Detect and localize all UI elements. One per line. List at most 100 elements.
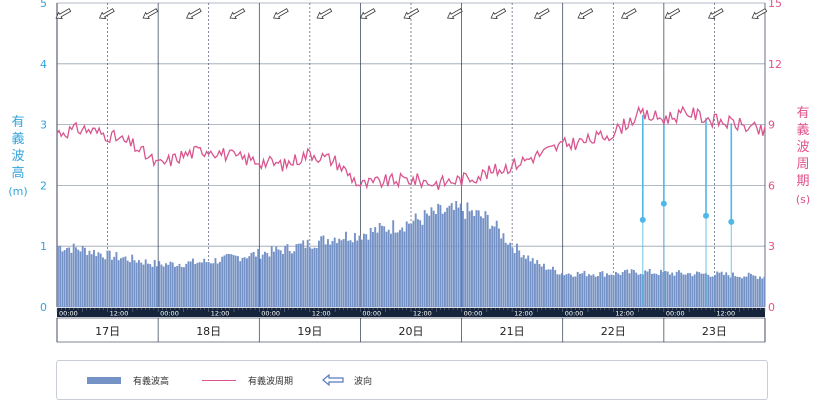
wave-height-bar	[583, 270, 586, 307]
wave-height-bar	[543, 263, 545, 307]
wave-height-bar	[552, 266, 554, 307]
legend-bar-swatch	[87, 376, 121, 384]
direction-arrow-shape	[185, 8, 202, 19]
wave-height-bar	[372, 231, 374, 307]
wave-height-bar	[408, 223, 410, 307]
wave-height-bar	[151, 266, 154, 307]
left-tick-label: 1	[40, 240, 47, 253]
wave-height-bar	[700, 273, 703, 307]
wave-height-bar	[174, 266, 176, 307]
wave-height-bar	[763, 276, 766, 307]
wave-height-bar	[77, 249, 80, 307]
day-label: 22日	[601, 325, 626, 338]
wave-height-bar	[153, 259, 156, 307]
wave-height-bar	[228, 253, 230, 307]
wave-height-bar	[216, 263, 219, 307]
legend-label: 波向	[354, 376, 373, 387]
wave-height-bar	[207, 262, 210, 307]
wave-height-bar	[570, 274, 572, 307]
wave-height-bar	[230, 254, 233, 307]
wave-height-bar	[108, 250, 111, 307]
wave-height-bar	[237, 256, 239, 307]
day-label: 18日	[196, 325, 221, 338]
wave-height-bar	[336, 243, 338, 307]
wave-height-bar	[462, 211, 464, 307]
wave-height-bar	[491, 225, 494, 307]
wave-height-bar	[347, 240, 350, 307]
wave-height-bar	[601, 271, 604, 307]
wave-height-bar	[441, 213, 444, 307]
wave-height-bar	[212, 263, 215, 307]
wave-height-bar	[360, 239, 363, 307]
direction-arrow-icon	[185, 8, 202, 19]
wave-height-bar	[527, 255, 530, 307]
wave-height-bar	[671, 272, 674, 307]
direction-arrow-shape	[751, 8, 768, 19]
wave-height-bar	[338, 238, 341, 307]
left-axis-title-char: 波	[11, 149, 24, 164]
direction-arrow-icon	[707, 8, 724, 19]
legend-label: 有義波周期	[248, 376, 294, 387]
wave-height-bar	[657, 275, 660, 307]
wave-height-bar	[723, 274, 725, 307]
wave-height-bar	[637, 274, 640, 307]
time-tick-label: 12:00	[615, 310, 634, 318]
wave-height-bar	[693, 274, 696, 307]
wave-height-bar	[167, 264, 170, 307]
wave-height-bar	[689, 273, 692, 307]
wave-height-bar	[561, 273, 563, 307]
wave-height-bar	[266, 252, 269, 307]
wave-height-bar	[277, 249, 280, 307]
wave-height-bar	[255, 256, 257, 307]
right-axis-title-char: 有	[796, 106, 809, 121]
wave-height-bar	[457, 207, 460, 307]
wave-height-bar	[466, 202, 469, 307]
wave-height-bar	[331, 241, 334, 307]
left-axis-title-char: 義	[11, 131, 24, 147]
left-tick-label: 2	[40, 179, 47, 192]
direction-arrow-shape	[98, 8, 115, 19]
line-layer	[56, 105, 766, 190]
wave-height-bar	[606, 273, 608, 307]
direction-arrow-icon	[98, 8, 115, 19]
wave-height-bar	[475, 210, 478, 307]
wave-height-bar	[750, 273, 752, 307]
wave-height-bar	[324, 244, 327, 307]
wave-height-bar	[162, 266, 165, 307]
wave-height-bar	[660, 269, 662, 307]
axis-layer: 00:00 12:00 00:00 12:00 00:00 12:00 00:00 12:00…	[8, 0, 810, 343]
wave-height-bar	[374, 227, 377, 307]
wave-height-bar	[529, 261, 532, 307]
wave-height-bar	[419, 220, 422, 307]
wave-height-bar	[144, 259, 147, 307]
wave-height-bar	[626, 269, 629, 307]
left-axis-title-char: 高	[11, 165, 24, 181]
right-tick-label: 6	[768, 179, 775, 192]
wave-height-bar	[597, 276, 599, 307]
legend-item-wave-height: 有義波高	[87, 361, 169, 399]
wave-height-bar	[507, 244, 509, 307]
wave-height-bar	[563, 275, 566, 307]
wave-height-bar	[194, 264, 197, 307]
wave-height-bar	[430, 207, 433, 307]
wave-height-bar	[538, 263, 541, 307]
wave-height-bar	[221, 256, 224, 307]
legend: 有義波高 有義波周期 波向	[56, 360, 768, 400]
direction-arrow-shape	[490, 8, 507, 19]
direction-arrow-icon	[751, 8, 768, 19]
wave-height-bar	[759, 276, 761, 307]
wave-height-bar	[644, 270, 647, 307]
wave-height-bar	[300, 243, 302, 307]
wave-height-bar	[732, 272, 734, 307]
direction-arrow-shape	[142, 8, 159, 19]
wave-height-bar	[405, 221, 408, 307]
wave-height-bar	[252, 251, 255, 307]
direction-arrow-shape	[229, 8, 246, 19]
wave-height-bar	[241, 257, 244, 307]
day-label: 20日	[399, 325, 424, 338]
wave-height-bar	[423, 210, 426, 307]
time-tick-label: 00:00	[767, 310, 786, 318]
wave-height-bar	[345, 231, 347, 307]
wave-height-bar	[480, 216, 482, 307]
wave-height-bar	[156, 266, 158, 307]
